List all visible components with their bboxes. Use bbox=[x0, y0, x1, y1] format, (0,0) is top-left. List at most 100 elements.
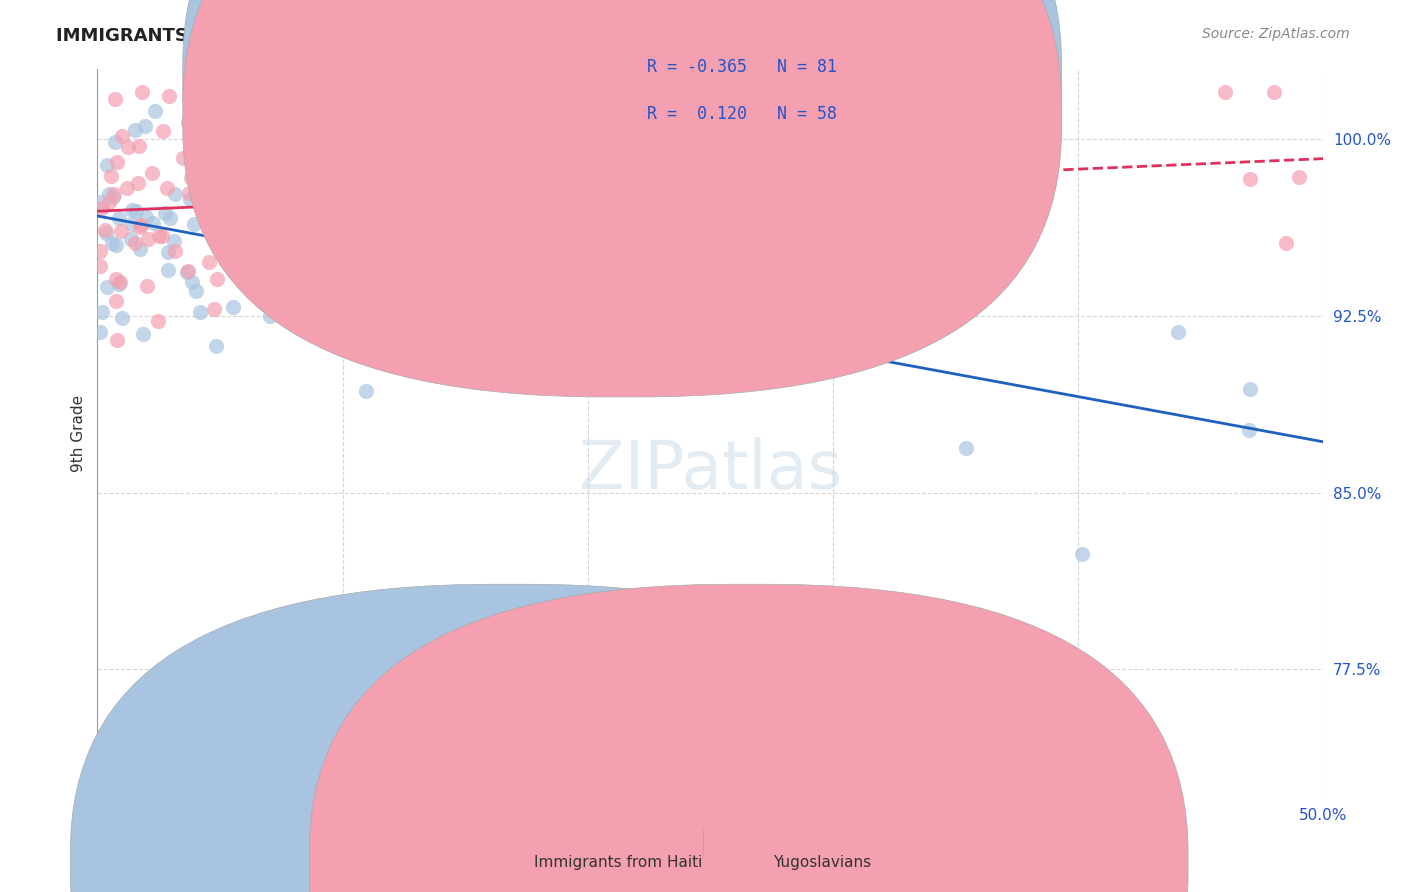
Point bbox=[159, 211, 181, 225]
Point bbox=[671, 354, 693, 368]
Point bbox=[121, 217, 143, 231]
Point bbox=[955, 441, 977, 455]
Text: R =  0.120   N = 58: R = 0.120 N = 58 bbox=[647, 105, 837, 123]
Point bbox=[165, 187, 187, 202]
Point bbox=[254, 255, 277, 269]
Point bbox=[204, 339, 226, 353]
Point bbox=[650, 232, 672, 246]
Point bbox=[250, 88, 273, 103]
Point bbox=[134, 119, 156, 133]
Point bbox=[1213, 85, 1236, 99]
Point bbox=[222, 301, 245, 315]
Point bbox=[132, 327, 155, 342]
Point bbox=[183, 218, 205, 232]
Point bbox=[104, 272, 127, 286]
Point bbox=[1239, 382, 1261, 396]
Point bbox=[176, 265, 198, 279]
Point bbox=[259, 309, 281, 323]
Point bbox=[226, 161, 249, 175]
Text: ZIPatlas: ZIPatlas bbox=[579, 437, 842, 503]
Point bbox=[512, 260, 534, 275]
Point bbox=[150, 228, 173, 243]
Point bbox=[180, 170, 202, 185]
Point bbox=[198, 255, 221, 269]
Point bbox=[159, 89, 181, 103]
Point bbox=[128, 220, 150, 235]
Point bbox=[124, 123, 146, 137]
Point bbox=[405, 289, 427, 303]
Point bbox=[120, 231, 142, 245]
Point bbox=[165, 244, 187, 258]
Point bbox=[129, 219, 152, 233]
Point bbox=[277, 202, 299, 217]
Point bbox=[270, 145, 292, 160]
Point bbox=[142, 216, 165, 230]
Point bbox=[179, 192, 201, 206]
Point bbox=[148, 229, 170, 244]
Point bbox=[172, 151, 194, 165]
Point bbox=[342, 277, 364, 292]
Point bbox=[108, 211, 131, 226]
Point bbox=[224, 237, 246, 252]
Text: R = -0.365   N = 81: R = -0.365 N = 81 bbox=[647, 58, 837, 76]
Point bbox=[202, 302, 225, 317]
Point bbox=[508, 151, 530, 165]
Point bbox=[231, 91, 253, 105]
Point bbox=[96, 226, 118, 240]
Point bbox=[156, 245, 179, 260]
Point bbox=[108, 277, 131, 291]
Point bbox=[121, 202, 143, 217]
Point bbox=[117, 140, 139, 154]
Point bbox=[211, 148, 233, 162]
Point bbox=[725, 261, 748, 276]
Point bbox=[136, 278, 159, 293]
Point bbox=[128, 138, 150, 153]
Point bbox=[412, 297, 434, 311]
Point bbox=[96, 279, 118, 293]
Point bbox=[131, 85, 153, 99]
Point bbox=[1275, 236, 1298, 251]
Point bbox=[180, 275, 202, 289]
Point bbox=[176, 263, 198, 277]
Point bbox=[104, 135, 127, 149]
Point bbox=[94, 222, 117, 236]
Point bbox=[103, 187, 125, 202]
Point bbox=[163, 234, 186, 248]
Point bbox=[136, 232, 159, 246]
Point bbox=[104, 92, 127, 106]
Point bbox=[209, 141, 232, 155]
Point bbox=[143, 103, 166, 118]
Point bbox=[108, 275, 131, 289]
Point bbox=[1263, 85, 1285, 99]
Point bbox=[363, 244, 385, 258]
Y-axis label: 9th Grade: 9th Grade bbox=[72, 395, 86, 472]
Text: Yugoslavians: Yugoslavians bbox=[773, 855, 872, 870]
Point bbox=[610, 303, 633, 318]
Point bbox=[153, 206, 176, 220]
Point bbox=[91, 305, 114, 319]
Point bbox=[205, 272, 228, 286]
Point bbox=[297, 229, 319, 244]
Point bbox=[346, 180, 368, 194]
Point bbox=[177, 186, 200, 201]
Point bbox=[225, 142, 247, 156]
Point bbox=[1288, 169, 1310, 184]
Point bbox=[222, 96, 245, 111]
Point bbox=[387, 267, 409, 281]
Text: Source: ZipAtlas.com: Source: ZipAtlas.com bbox=[1202, 27, 1350, 41]
Point bbox=[195, 201, 218, 215]
Point bbox=[582, 239, 605, 253]
Point bbox=[98, 187, 121, 202]
Point bbox=[128, 242, 150, 256]
Point bbox=[110, 224, 132, 238]
Point bbox=[100, 169, 122, 184]
Text: IMMIGRANTS FROM HAITI VS YUGOSLAVIAN 9TH GRADE CORRELATION CHART: IMMIGRANTS FROM HAITI VS YUGOSLAVIAN 9TH… bbox=[56, 27, 841, 45]
Point bbox=[125, 203, 148, 218]
Point bbox=[105, 333, 128, 347]
Point bbox=[460, 356, 482, 370]
Point bbox=[419, 240, 441, 254]
Point bbox=[1239, 172, 1261, 186]
Point bbox=[156, 262, 179, 277]
Point bbox=[693, 327, 716, 342]
Point bbox=[488, 261, 510, 276]
